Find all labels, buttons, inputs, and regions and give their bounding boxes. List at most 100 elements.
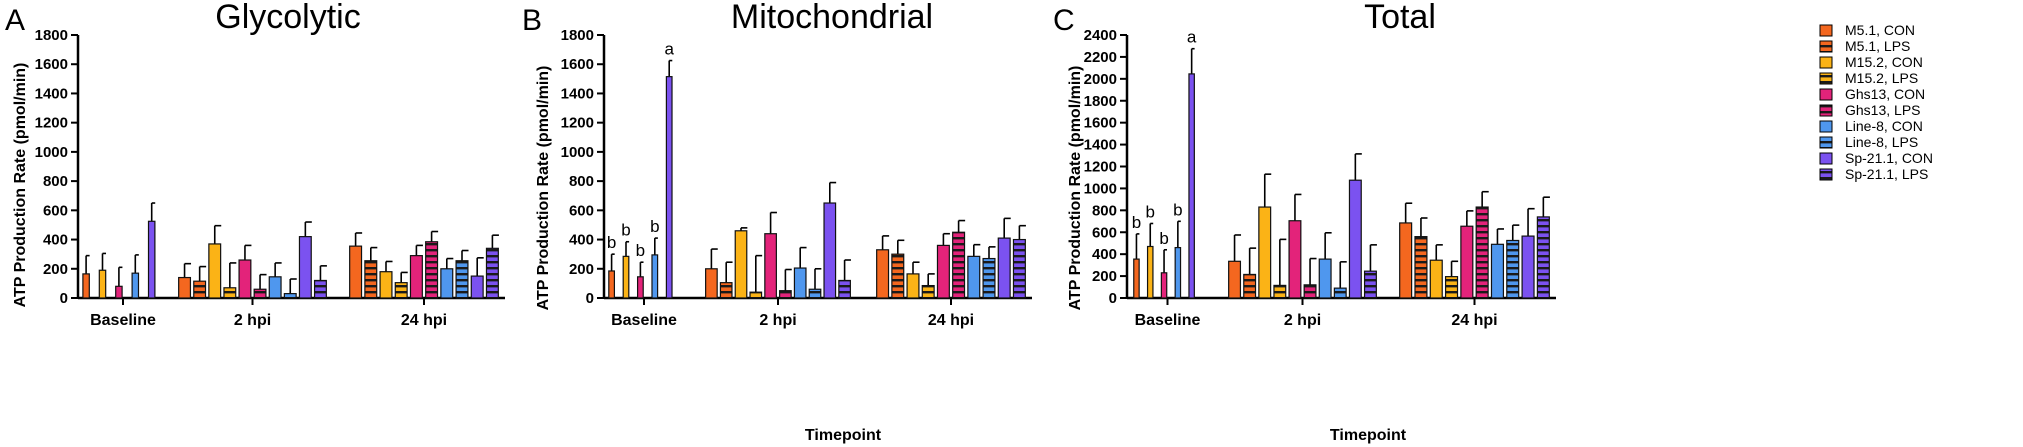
- bar: [952, 231, 966, 299]
- y-tick-label: 0: [1109, 290, 1117, 307]
- y-tick-label: 200: [1092, 268, 1117, 285]
- legend-swatch: [1819, 72, 1833, 85]
- significance-letter: b: [1159, 229, 1168, 248]
- legend-label: Sp-21.1, CON: [1845, 150, 1933, 166]
- y-tick-label: 1200: [561, 115, 594, 132]
- bar: [967, 255, 981, 299]
- y-tick-label: 1000: [1084, 180, 1117, 197]
- category-label: 2 hpi: [1284, 312, 1321, 329]
- y-tick-label: 600: [1092, 224, 1117, 241]
- bar: [1318, 258, 1332, 299]
- panel-letter: C: [1053, 4, 1075, 37]
- bar: [115, 285, 123, 299]
- legend-label: Line-8, CON: [1845, 118, 1923, 134]
- category-label: Baseline: [90, 312, 156, 329]
- significance-letter: b: [621, 221, 630, 240]
- bar: [1174, 246, 1182, 299]
- panel-c-total: C Total ATP Production Rate (pmol/min) T…: [1053, 0, 1556, 444]
- y-tick-label: 800: [569, 173, 594, 190]
- y-tick-label: 1400: [35, 85, 68, 102]
- bar: [665, 76, 673, 299]
- y-tick-label: 600: [43, 202, 68, 219]
- bar: [719, 282, 733, 299]
- panel-title: Total: [1364, 0, 1436, 36]
- legend: M5.1, CON M5.1, LPS M15.2, CON M15.2, LP…: [1819, 22, 1933, 182]
- bar: [921, 284, 935, 299]
- bar: [208, 243, 222, 299]
- significance-letter: a: [664, 40, 674, 59]
- bar: [608, 270, 616, 299]
- bar: [1333, 287, 1347, 299]
- bar: [906, 273, 920, 299]
- bar: [193, 280, 207, 299]
- legend-swatch: [1819, 104, 1833, 117]
- bar: [622, 255, 630, 299]
- bar: [808, 288, 822, 299]
- bar: [793, 267, 807, 299]
- y-tick-label: 1600: [561, 56, 594, 73]
- legend-swatch: [1819, 40, 1833, 53]
- legend-label: M5.1, LPS: [1845, 38, 1910, 54]
- bar: [253, 288, 267, 299]
- bar: [455, 260, 469, 299]
- bar: [936, 244, 950, 299]
- bar: [147, 220, 156, 299]
- bar: [485, 247, 499, 299]
- bar: [313, 279, 327, 299]
- bar: [268, 276, 282, 299]
- y-tick-label: 0: [60, 290, 68, 307]
- y-axis-label: ATP Production Rate (pmol/min): [535, 66, 552, 311]
- bar: [131, 272, 140, 299]
- y-tick-label: 600: [569, 202, 594, 219]
- bar: [1146, 245, 1154, 299]
- x-axis-label: Timepoint: [1330, 427, 1407, 444]
- category-label: 2 hpi: [759, 312, 796, 329]
- bar: [1521, 235, 1535, 299]
- bar: [82, 273, 90, 299]
- panel-letter: A: [5, 4, 25, 37]
- bar: [1303, 284, 1317, 299]
- bar: [1363, 270, 1377, 299]
- bar: [734, 230, 748, 299]
- y-tick-label: 1400: [1084, 137, 1117, 154]
- bar: [394, 282, 408, 299]
- bar: [98, 269, 107, 299]
- bar: [1399, 222, 1413, 299]
- y-tick-label: 200: [43, 261, 68, 278]
- bar: [1258, 206, 1272, 299]
- bar: [440, 268, 454, 299]
- y-tick-label: 400: [43, 232, 68, 249]
- legend-item: Line-8, CON: [1819, 118, 1923, 134]
- significance-letter: b: [636, 241, 645, 260]
- legend-item: M15.2, CON: [1819, 54, 1923, 70]
- bar: [223, 287, 237, 299]
- legend-swatch: [1819, 120, 1833, 133]
- legend-item: Line-8, LPS: [1819, 134, 1918, 150]
- panel-b-mitochondrial: B Mitochondrial ATP Production Rate (pmo…: [522, 0, 1032, 444]
- significance-letter: b: [1132, 213, 1141, 232]
- bar: [1243, 273, 1257, 299]
- y-tick-label: 1200: [1084, 159, 1117, 176]
- significance-letter: b: [607, 233, 616, 252]
- y-tick-label: 1400: [561, 85, 594, 102]
- category-label: 24 hpi: [1451, 312, 1497, 329]
- bar: [178, 276, 192, 299]
- bar: [982, 257, 996, 299]
- bar: [298, 236, 312, 299]
- category-label: Baseline: [1135, 312, 1201, 329]
- bar: [705, 268, 718, 299]
- bar: [636, 276, 644, 299]
- bar: [838, 279, 851, 299]
- y-tick-label: 2200: [1084, 49, 1117, 66]
- legend-item: M5.1, CON: [1819, 22, 1915, 38]
- bar: [997, 237, 1011, 299]
- bar: [1188, 73, 1195, 299]
- bar: [425, 241, 439, 299]
- category-label: Baseline: [611, 312, 677, 329]
- legend-item: Ghs13, LPS: [1819, 102, 1921, 118]
- panel-letter: B: [522, 4, 542, 37]
- bar: [1348, 179, 1362, 299]
- y-tick-label: 1600: [35, 56, 68, 73]
- legend-item: Ghs13, CON: [1819, 86, 1925, 102]
